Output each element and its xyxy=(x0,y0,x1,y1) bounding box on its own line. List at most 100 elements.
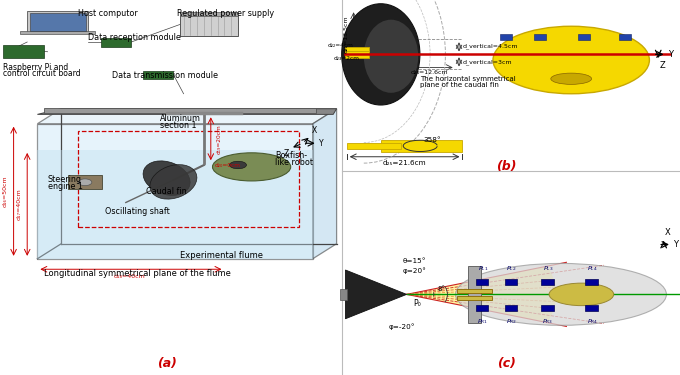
Bar xyxy=(20,31,95,34)
Ellipse shape xyxy=(364,20,418,93)
Bar xyxy=(44,108,316,112)
Text: (b): (b) xyxy=(496,160,517,172)
Text: Y: Y xyxy=(673,240,678,249)
Bar xyxy=(30,13,86,31)
Text: d_vertical=3cm: d_vertical=3cm xyxy=(462,59,512,65)
Polygon shape xyxy=(37,109,337,124)
Text: d₂₅=21.6cm: d₂₅=21.6cm xyxy=(383,160,426,166)
Text: $P_{L3}$: $P_{L3}$ xyxy=(543,264,554,273)
Bar xyxy=(534,34,546,40)
Text: Regulated power supply: Regulated power supply xyxy=(177,9,274,18)
Text: d₂₂=4cm: d₂₂=4cm xyxy=(328,43,354,48)
Ellipse shape xyxy=(150,165,197,199)
Bar xyxy=(78,131,299,227)
Bar xyxy=(619,34,631,40)
Text: Data transmission module: Data transmission module xyxy=(112,70,218,80)
Text: d₂₄=12.6cm: d₂₄=12.6cm xyxy=(411,70,449,75)
Bar xyxy=(541,279,554,285)
Text: d_vertical=4.5cm: d_vertical=4.5cm xyxy=(462,44,518,50)
Bar xyxy=(345,46,369,51)
Bar xyxy=(585,305,598,311)
Bar xyxy=(180,15,238,36)
Bar xyxy=(541,305,554,311)
Text: like robot: like robot xyxy=(275,158,313,167)
Text: Boxfish-: Boxfish- xyxy=(275,152,307,160)
Text: Y: Y xyxy=(668,50,673,59)
Text: Data reception module: Data reception module xyxy=(88,33,182,42)
Ellipse shape xyxy=(456,263,666,325)
Polygon shape xyxy=(407,266,556,322)
Bar xyxy=(3,45,44,58)
Bar xyxy=(345,51,369,58)
Text: $P_{L2}$: $P_{L2}$ xyxy=(506,264,517,273)
Text: P₀: P₀ xyxy=(413,299,421,308)
Polygon shape xyxy=(313,109,337,259)
Bar xyxy=(457,289,492,293)
Text: $P_{R4}$: $P_{R4}$ xyxy=(587,317,598,326)
Ellipse shape xyxy=(212,153,291,181)
Bar xyxy=(68,175,102,189)
Bar xyxy=(180,12,238,16)
Text: Steering: Steering xyxy=(48,176,82,184)
Text: d₁₆=50cm: d₁₆=50cm xyxy=(3,176,8,207)
Polygon shape xyxy=(27,11,88,32)
Text: d₂₃=2cm: d₂₃=2cm xyxy=(334,56,360,61)
Ellipse shape xyxy=(78,179,92,186)
Text: θ=15°: θ=15° xyxy=(403,258,426,264)
Text: Caudal fin: Caudal fin xyxy=(146,187,187,196)
Text: (a): (a) xyxy=(156,357,177,369)
Bar xyxy=(468,266,481,323)
Text: The horizontal symmetrical: The horizontal symmetrical xyxy=(420,76,516,82)
Text: Experimental flume: Experimental flume xyxy=(180,251,263,260)
Bar xyxy=(578,34,590,40)
Polygon shape xyxy=(37,109,337,114)
Text: d₂₁=13.5cm: d₂₁=13.5cm xyxy=(343,15,348,52)
Text: d₂₀=0cm: d₂₀=0cm xyxy=(214,163,240,168)
Bar xyxy=(340,289,347,300)
Text: Z: Z xyxy=(660,61,665,70)
Text: Oscillating shaft: Oscillating shaft xyxy=(105,207,170,216)
Bar xyxy=(585,279,598,285)
Bar xyxy=(143,70,173,79)
Ellipse shape xyxy=(493,26,649,94)
Text: control circuit board: control circuit board xyxy=(3,69,81,78)
Bar xyxy=(347,143,401,149)
Polygon shape xyxy=(37,150,313,259)
Text: 8°: 8° xyxy=(438,286,446,292)
Text: Raspberry Pi and: Raspberry Pi and xyxy=(3,63,69,72)
Text: engine 1: engine 1 xyxy=(48,182,82,191)
Ellipse shape xyxy=(143,161,190,195)
Polygon shape xyxy=(37,124,313,259)
Bar xyxy=(476,305,488,311)
Bar xyxy=(505,305,517,311)
Text: $P_{L4}$: $P_{L4}$ xyxy=(587,264,598,273)
Text: $P_{R2}$: $P_{R2}$ xyxy=(506,317,517,326)
Ellipse shape xyxy=(229,161,246,169)
Text: X: X xyxy=(665,228,670,237)
Text: 358°: 358° xyxy=(423,137,441,143)
Text: plane of the caudal fin: plane of the caudal fin xyxy=(420,82,499,88)
Text: d₁₉=20cm: d₁₉=20cm xyxy=(216,124,221,154)
Text: Z: Z xyxy=(284,149,289,158)
Text: $P_{R3}$: $P_{R3}$ xyxy=(543,317,554,326)
Text: d₁₇=40cm: d₁₇=40cm xyxy=(16,189,22,220)
Ellipse shape xyxy=(551,73,592,84)
Bar xyxy=(476,279,488,285)
Bar xyxy=(500,34,512,40)
Bar xyxy=(101,38,131,46)
Text: $P_{L1}$: $P_{L1}$ xyxy=(477,264,488,273)
Text: φ=20°: φ=20° xyxy=(403,267,426,274)
Ellipse shape xyxy=(549,283,613,306)
Ellipse shape xyxy=(341,4,420,105)
Bar xyxy=(505,279,517,285)
Text: $P_{R1}$: $P_{R1}$ xyxy=(477,317,488,326)
Text: Longitudinal symmetrical plane of the flume: Longitudinal symmetrical plane of the fl… xyxy=(44,269,231,278)
Text: section 1: section 1 xyxy=(160,121,197,130)
Bar xyxy=(457,296,492,300)
Text: Host computor: Host computor xyxy=(78,9,138,18)
Text: Aluminum: Aluminum xyxy=(160,114,201,123)
Text: d₁₈=40cm: d₁₈=40cm xyxy=(114,274,145,279)
Text: φ=-20°: φ=-20° xyxy=(389,324,415,330)
Text: X: X xyxy=(311,126,317,135)
Polygon shape xyxy=(345,270,407,319)
